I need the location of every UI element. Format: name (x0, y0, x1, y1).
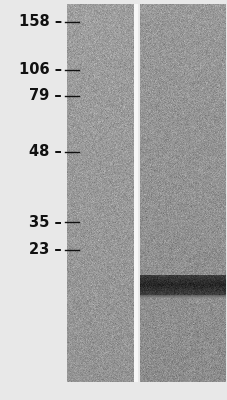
Text: 48 –: 48 – (29, 144, 62, 160)
Text: 79 –: 79 – (29, 88, 62, 104)
Text: 106 –: 106 – (19, 62, 62, 78)
Text: 23 –: 23 – (29, 242, 62, 258)
Text: 35 –: 35 – (29, 214, 62, 230)
Text: 158 –: 158 – (19, 14, 62, 30)
